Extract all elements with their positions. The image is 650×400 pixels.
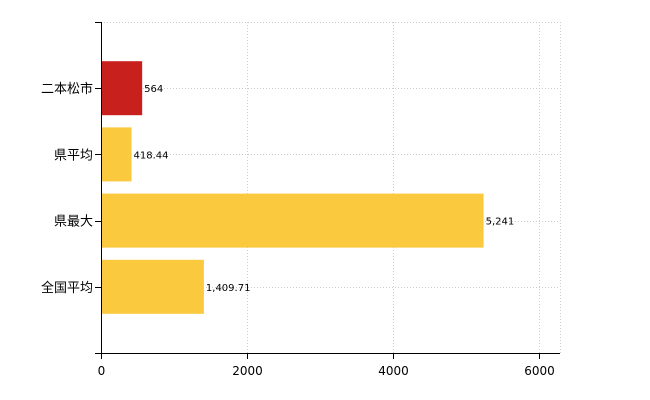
category-label-3: 全国平均 [41,280,93,296]
bar-3 [102,259,204,314]
category-label-1: 県平均 [54,148,93,163]
bar-2 [102,193,484,248]
bar-0 [102,61,143,116]
bar-1 [102,127,132,182]
data-label-2: 5,241 [486,217,515,228]
labels: 0 2000 4000 6000 二本松市 564 県平均 418.44 県最大 5,241 全国平… [41,81,555,378]
data-label-1: 418.44 [134,150,169,161]
axes [95,22,560,359]
x-tick-label-1: 2000 [232,364,263,378]
x-tick-label-0: 0 [98,364,106,378]
x-tick-label-2: 4000 [378,364,409,378]
data-label-0: 564 [144,84,163,95]
x-tick-label-3: 6000 [524,364,555,378]
category-label-0: 二本松市 [41,81,93,97]
bars [102,61,484,314]
category-label-2: 県最大 [54,215,93,230]
grid [101,22,561,353]
data-label-3: 1,409.71 [206,283,251,294]
